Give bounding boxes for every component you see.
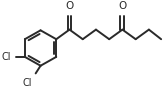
- Text: Cl: Cl: [2, 52, 11, 62]
- Text: Cl: Cl: [22, 78, 32, 88]
- Text: O: O: [118, 1, 127, 11]
- Text: O: O: [65, 1, 74, 11]
